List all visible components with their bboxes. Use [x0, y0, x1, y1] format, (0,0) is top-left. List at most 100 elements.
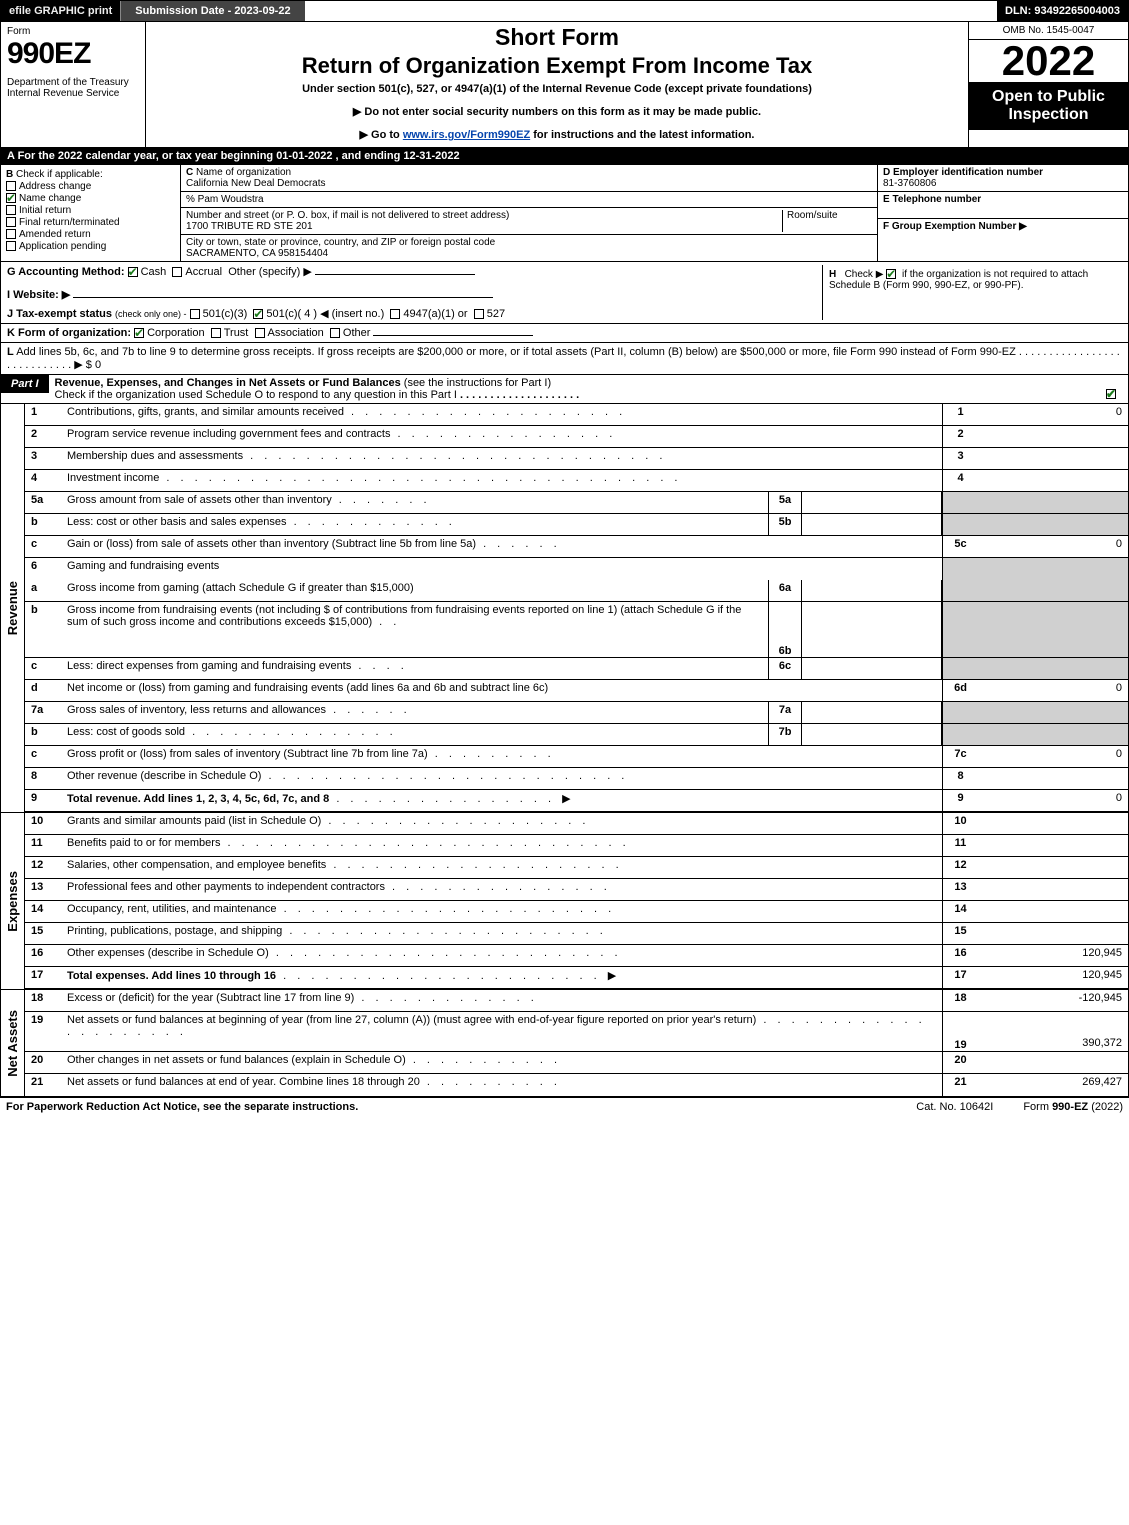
- rval-7b-shade: [978, 724, 1128, 745]
- rnum-11: 11: [942, 835, 978, 856]
- opt-501c: 501(c)( 4 ) ◀ (insert no.): [266, 308, 384, 320]
- rval-20: [978, 1052, 1128, 1073]
- checkbox-application-pending[interactable]: [6, 241, 16, 251]
- efile-print-button[interactable]: efile GRAPHIC print: [1, 1, 120, 21]
- h-check-pre: Check ▶: [845, 269, 884, 280]
- irs-instructions-link[interactable]: www.irs.gov/Form990EZ: [403, 129, 530, 141]
- line-6b: b Gross income from fundraising events (…: [25, 602, 1128, 658]
- mval-7b: [802, 724, 942, 745]
- line-5a: 5a Gross amount from sale of assets othe…: [25, 492, 1128, 514]
- checkbox-h-no-schedule-b[interactable]: [886, 269, 896, 279]
- block-c-org-name-address: C Name of organization California New De…: [181, 165, 878, 261]
- rval-9: 0: [978, 790, 1128, 811]
- rval-11: [978, 835, 1128, 856]
- ldesc-6d: Net income or (loss) from gaming and fun…: [67, 682, 548, 694]
- checkbox-name-change[interactable]: [6, 193, 16, 203]
- lnum-11: 11: [25, 835, 63, 856]
- website-field[interactable]: [73, 297, 493, 298]
- block-b-check-applicable: B Check if applicable: Address change Na…: [1, 165, 181, 261]
- b-check-if: Check if applicable:: [16, 169, 103, 180]
- rval-16: 120,945: [978, 945, 1128, 966]
- ldesc-1: Contributions, gifts, grants, and simila…: [67, 406, 344, 418]
- checkbox-initial-return[interactable]: [6, 205, 16, 215]
- lnum-13: 13: [25, 879, 63, 900]
- opt-trust: Trust: [224, 327, 249, 339]
- line-21: 21 Net assets or fund balances at end of…: [25, 1074, 1128, 1096]
- line-18: 18 Excess or (deficit) for the year (Sub…: [25, 990, 1128, 1012]
- street-label: Number and street (or P. O. box, if mail…: [186, 210, 509, 221]
- goto-prefix: ▶ Go to: [360, 129, 403, 141]
- ldesc-7c: Gross profit or (loss) from sales of inv…: [67, 748, 428, 760]
- lnum-6c: c: [25, 658, 63, 679]
- rval-6-shade: [978, 558, 1128, 580]
- ldesc-18: Excess or (deficit) for the year (Subtra…: [67, 992, 354, 1004]
- opt-501c3: 501(c)(3): [203, 308, 248, 320]
- checkbox-schedule-o-part1[interactable]: [1106, 389, 1116, 399]
- opt-final-return: Final return/terminated: [19, 217, 120, 228]
- lnum-6d: d: [25, 680, 63, 701]
- revenue-side-label: Revenue: [1, 404, 25, 812]
- opt-address-change: Address change: [19, 181, 91, 192]
- tax-year: 2022: [969, 40, 1128, 82]
- i-label: I Website: ▶: [7, 289, 70, 301]
- lnum-20: 20: [25, 1052, 63, 1073]
- checkbox-accrual[interactable]: [172, 267, 182, 277]
- lnum-5a: 5a: [25, 492, 63, 513]
- l-label: L: [7, 346, 14, 358]
- lnum-10: 10: [25, 813, 63, 834]
- checkbox-4947a1[interactable]: [390, 309, 400, 319]
- rnum-3: 3: [942, 448, 978, 469]
- rnum-10: 10: [942, 813, 978, 834]
- lnum-5b: b: [25, 514, 63, 535]
- ldesc-12: Salaries, other compensation, and employ…: [67, 859, 326, 871]
- checkbox-other-org[interactable]: [330, 328, 340, 338]
- form-title-block: Short Form Return of Organization Exempt…: [146, 22, 968, 147]
- checkbox-final-return[interactable]: [6, 217, 16, 227]
- line-12: 12 Salaries, other compensation, and emp…: [25, 857, 1128, 879]
- checkbox-address-change[interactable]: [6, 181, 16, 191]
- checkbox-cash[interactable]: [128, 267, 138, 277]
- checkbox-trust[interactable]: [211, 328, 221, 338]
- line-15: 15 Printing, publications, postage, and …: [25, 923, 1128, 945]
- lnum-4: 4: [25, 470, 63, 491]
- checkbox-corporation[interactable]: [134, 328, 144, 338]
- opt-corporation: Corporation: [147, 327, 204, 339]
- rnum-6d: 6d: [942, 680, 978, 701]
- rnum-6c-shade: [942, 658, 978, 679]
- mbox-6a: 6a: [768, 580, 802, 601]
- dots-part1: . . . . . . . . . . . . . . . . . . . .: [460, 389, 579, 401]
- rnum-6b-shade: [942, 602, 978, 657]
- mval-6b: [802, 602, 942, 657]
- line-6d: d Net income or (loss) from gaming and f…: [25, 680, 1128, 702]
- rval-21: 269,427: [978, 1074, 1128, 1096]
- rval-6b-shade: [978, 602, 1128, 657]
- ldesc-6b: Gross income from fundraising events (no…: [67, 604, 741, 628]
- line-a-tax-year: A For the 2022 calendar year, or tax yea…: [0, 148, 1129, 165]
- line-2: 2 Program service revenue including gove…: [25, 426, 1128, 448]
- expenses-side-label: Expenses: [1, 813, 25, 989]
- lnum-17: 17: [25, 967, 63, 988]
- revenue-section: Revenue 1 Contributions, gifts, grants, …: [0, 404, 1129, 812]
- lnum-7a: 7a: [25, 702, 63, 723]
- checkbox-527[interactable]: [474, 309, 484, 319]
- street-value: 1700 TRIBUTE RD STE 201: [186, 221, 313, 232]
- checkbox-amended-return[interactable]: [6, 229, 16, 239]
- c-label: C: [186, 167, 193, 178]
- page-footer: For Paperwork Reduction Act Notice, see …: [0, 1097, 1129, 1116]
- rval-7a-shade: [978, 702, 1128, 723]
- ldesc-17: Total expenses. Add lines 10 through 16: [67, 970, 276, 982]
- footer-form-ref: Form 990-EZ (2022): [1023, 1101, 1123, 1113]
- b-label: B: [6, 169, 13, 180]
- checkbox-501c[interactable]: [253, 309, 263, 319]
- checkbox-association[interactable]: [255, 328, 265, 338]
- ein-value: 81-3760806: [883, 178, 936, 189]
- other-org-field[interactable]: [373, 335, 533, 336]
- checkbox-501c3[interactable]: [190, 309, 200, 319]
- rnum-7b-shade: [942, 724, 978, 745]
- rval-6a-shade: [978, 580, 1128, 601]
- l-text: Add lines 5b, 6c, and 7b to line 9 to de…: [16, 346, 1016, 358]
- lnum-8: 8: [25, 768, 63, 789]
- other-specify-field[interactable]: [315, 274, 475, 275]
- block-d-e-f: D Employer identification number 81-3760…: [878, 165, 1128, 261]
- rval-8: [978, 768, 1128, 789]
